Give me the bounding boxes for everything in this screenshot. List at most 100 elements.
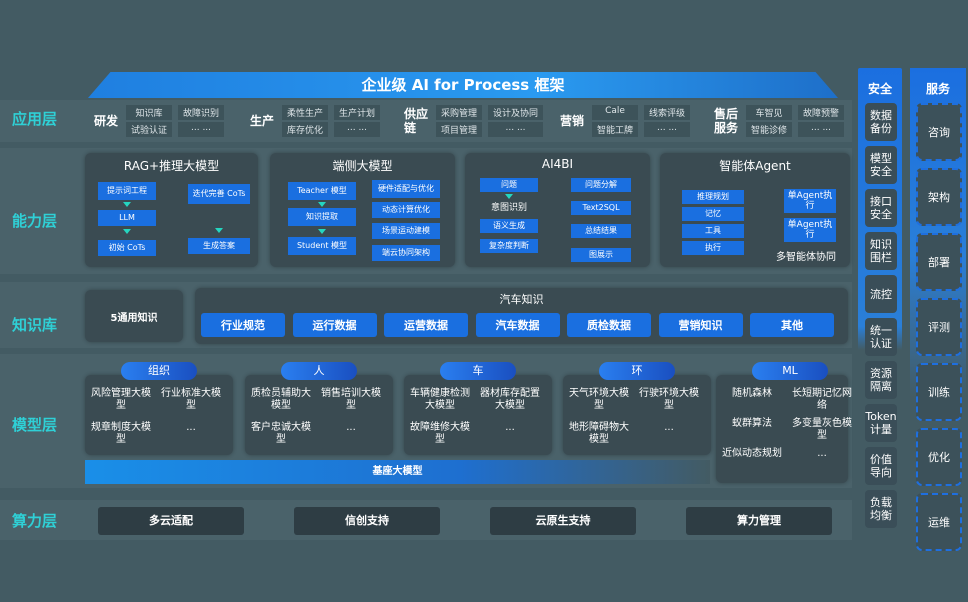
panel-title: 端侧大模型 — [332, 159, 393, 173]
edge-feature: 硬件适配与优化 — [372, 180, 440, 198]
knowledge-item: 运行数据 — [292, 313, 377, 337]
arrow-down-icon — [123, 202, 131, 207]
knowledge-item: 营销知识 — [658, 313, 743, 337]
ai4bi-step: Text2SQL — [571, 201, 631, 215]
app-item: ... ... — [334, 122, 381, 137]
rag-step: 生成答案 — [188, 238, 250, 254]
app-item: ... ... — [644, 122, 691, 137]
model-panel — [563, 375, 711, 455]
arrow-down-icon — [123, 229, 131, 234]
knowledge-item: 其他 — [750, 313, 834, 337]
agent-step: 工具 — [682, 224, 744, 238]
model-item: 质检员辅助大模型 — [251, 388, 311, 411]
framework-title: 企业级 AI for Process 框架 — [88, 72, 838, 98]
model-item: 随机森林 — [732, 388, 772, 399]
ai4bi-step: 意图识别 — [490, 203, 527, 213]
edge-feature: 场景运动建模 — [372, 223, 440, 239]
ai4bi-step: 问题 — [480, 178, 538, 192]
multi-agent-caption: 多智能体协同 — [776, 252, 836, 263]
knowledge-item: 汽车数据 — [475, 313, 560, 337]
security-title: 安全 — [867, 82, 892, 96]
model-item: 长短期记忆网络 — [792, 388, 852, 411]
edge-feature: 动态计算优化 — [372, 202, 440, 218]
rag-step: LLM — [98, 210, 156, 226]
compute-item: 信创支持 — [294, 507, 440, 535]
app-group-name: 研发 — [94, 114, 119, 128]
model-panel — [404, 375, 552, 455]
app-group-0: 研发 知识库 故障识别 试验认证 ... ... — [94, 104, 225, 138]
panel-title: 汽车知识 — [499, 293, 544, 306]
model-item: 天气环境大模型 — [569, 388, 629, 411]
app-item-grid: 车智见 故障预警 智能诊修 ... ... — [746, 105, 845, 137]
layer-label-model: 模型层 — [12, 416, 58, 434]
model-item: ... — [186, 422, 196, 433]
app-item: ... ... — [488, 122, 544, 137]
security-item: 模型安全 — [865, 146, 897, 184]
ai4bi-step: 问题分解 — [571, 178, 631, 192]
model-item: ... — [346, 422, 356, 433]
knowledge-item: 运营数据 — [384, 313, 468, 337]
edge-step: Teacher 模型 — [288, 182, 356, 200]
security-item: 资源隔离 — [865, 361, 897, 399]
security-item: Token计量 — [865, 404, 897, 442]
app-item-grid: 知识库 故障识别 试验认证 ... ... — [126, 105, 225, 137]
rag-step: 初始 CoTs — [98, 240, 156, 256]
app-item: 采购管理 — [436, 105, 483, 120]
arrow-down-icon — [215, 228, 223, 233]
app-item: ... ... — [798, 122, 845, 137]
model-item: ... — [505, 422, 515, 433]
model-item: 规章制度大模型 — [91, 422, 151, 445]
arrow-down-icon — [318, 229, 326, 234]
rag-step: 迭代完善 CoTs — [188, 184, 250, 204]
model-item: 器材库存配置大模型 — [480, 388, 540, 411]
general-knowledge: 5通用知识 — [85, 290, 183, 342]
security-item: 数据备份 — [865, 103, 897, 141]
agent-step: 记忆 — [682, 207, 744, 221]
layer-label-capability: 能力层 — [12, 212, 58, 230]
model-item: 行驶环境大模型 — [639, 388, 699, 411]
app-group-name: 供应链 — [404, 107, 429, 135]
agent-step: 执行 — [682, 241, 744, 255]
model-panel — [85, 375, 233, 455]
security-item: 统一认证 — [865, 318, 897, 356]
ai4bi-step: 语义生成 — [480, 219, 538, 233]
model-panel — [716, 375, 848, 483]
service-item: 咨询 — [916, 103, 962, 161]
app-item: 故障识别 — [178, 105, 225, 120]
panel-title: 智能体Agent — [719, 159, 791, 173]
compute-item: 云原生支持 — [490, 507, 636, 535]
edge-feature: 端云协同架构 — [372, 245, 440, 261]
single-agent-exec: 单Agent执行 — [784, 189, 836, 213]
knowledge-item: 行业规范 — [201, 313, 285, 337]
model-category-tag: 车 — [440, 362, 516, 380]
single-agent-exec: 单Agent执行 — [784, 218, 836, 242]
service-item: 运维 — [916, 493, 962, 551]
model-item: 近似动态规划 — [722, 448, 782, 459]
app-item-grid: 采购管理 设计及协同 项目管理 ... ... — [436, 105, 544, 137]
layer-label-compute: 算力层 — [12, 512, 58, 530]
service-item: 训练 — [916, 363, 962, 421]
base-model-bar: 基座大模型 — [85, 460, 710, 484]
model-category-tag: 组织 — [121, 362, 197, 380]
service-item: 架构 — [916, 168, 962, 226]
model-panel — [245, 375, 393, 455]
layer-label-knowledge: 知识库 — [12, 316, 58, 334]
compute-item: 算力管理 — [686, 507, 832, 535]
service-item: 部署 — [916, 233, 962, 291]
app-item: 智能工牌 — [592, 122, 639, 137]
app-item: 智能诊修 — [746, 122, 793, 137]
app-group-name: 售后服务 — [714, 107, 739, 135]
service-title: 服务 — [925, 82, 950, 96]
app-item: 柔性生产 — [282, 105, 329, 120]
panel-title: AI4BI — [541, 157, 574, 171]
app-group-3: 营销 Cale 线索评级 智能工牌 ... ... — [560, 104, 691, 138]
model-item: 行业标准大模型 — [161, 388, 221, 411]
model-category-tag: ML — [752, 362, 828, 380]
security-item: 价值导向 — [865, 447, 897, 485]
agent-step: 推理规划 — [682, 190, 744, 204]
model-item: 多变量灰色模型 — [792, 418, 852, 441]
layer-label-app: 应用层 — [12, 110, 58, 128]
security-item: 接口安全 — [865, 189, 897, 227]
arrow-down-icon — [318, 202, 326, 207]
arrow-down-icon — [505, 194, 513, 199]
